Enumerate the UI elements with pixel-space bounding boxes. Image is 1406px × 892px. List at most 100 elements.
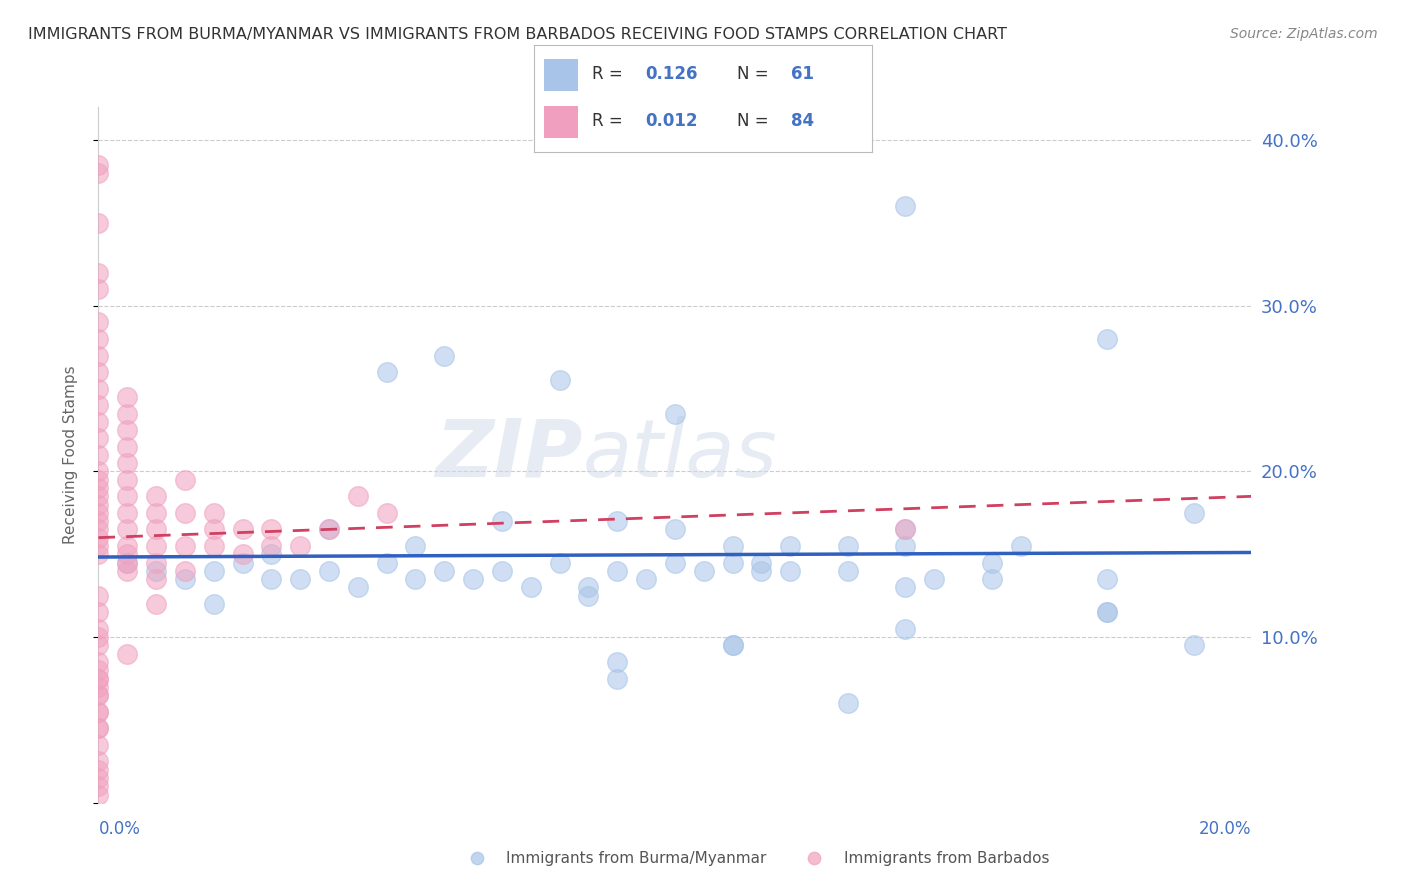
Point bbox=[117, 556, 139, 570]
Point bbox=[520, 581, 543, 595]
Point bbox=[721, 556, 744, 570]
Point bbox=[779, 539, 801, 553]
Point bbox=[548, 556, 571, 570]
Point bbox=[465, 851, 488, 865]
Point bbox=[290, 572, 312, 586]
Point bbox=[87, 688, 110, 702]
Point bbox=[87, 738, 110, 752]
Point bbox=[87, 721, 110, 735]
Point bbox=[87, 688, 110, 702]
Point bbox=[87, 473, 110, 487]
Point bbox=[87, 489, 110, 503]
Point bbox=[87, 605, 110, 619]
Point bbox=[87, 655, 110, 669]
Point bbox=[894, 581, 917, 595]
Point bbox=[145, 489, 167, 503]
Point bbox=[894, 523, 917, 537]
Point bbox=[145, 523, 167, 537]
Text: IMMIGRANTS FROM BURMA/MYANMAR VS IMMIGRANTS FROM BARBADOS RECEIVING FOOD STAMPS : IMMIGRANTS FROM BURMA/MYANMAR VS IMMIGRA… bbox=[28, 27, 1007, 42]
Point bbox=[87, 523, 110, 537]
Point bbox=[87, 365, 110, 379]
Point bbox=[87, 332, 110, 346]
Point bbox=[636, 572, 658, 586]
Point bbox=[894, 523, 917, 537]
Point bbox=[721, 539, 744, 553]
Point bbox=[751, 564, 773, 578]
Point bbox=[461, 572, 484, 586]
Point bbox=[837, 564, 859, 578]
Point bbox=[117, 489, 139, 503]
Point bbox=[117, 456, 139, 470]
Text: R =: R = bbox=[592, 64, 627, 82]
Text: R =: R = bbox=[592, 112, 627, 129]
Point bbox=[117, 407, 139, 421]
Point bbox=[174, 473, 197, 487]
Point bbox=[87, 315, 110, 329]
Point bbox=[145, 539, 167, 553]
Text: 61: 61 bbox=[790, 64, 814, 82]
Point bbox=[1097, 605, 1119, 619]
Point bbox=[87, 622, 110, 636]
Point bbox=[87, 415, 110, 429]
Point bbox=[174, 506, 197, 520]
Point bbox=[1182, 639, 1205, 653]
Point bbox=[405, 539, 427, 553]
Text: 84: 84 bbox=[790, 112, 814, 129]
Point bbox=[375, 365, 398, 379]
Point bbox=[87, 589, 110, 603]
Point bbox=[260, 547, 283, 561]
Point bbox=[202, 506, 225, 520]
Point bbox=[117, 423, 139, 437]
Point bbox=[145, 556, 167, 570]
Point bbox=[664, 523, 686, 537]
Point bbox=[693, 564, 716, 578]
Point bbox=[202, 564, 225, 578]
Point bbox=[405, 572, 427, 586]
Point bbox=[375, 506, 398, 520]
Point bbox=[87, 506, 110, 520]
Point bbox=[779, 564, 801, 578]
Text: Source: ZipAtlas.com: Source: ZipAtlas.com bbox=[1230, 27, 1378, 41]
Point bbox=[202, 539, 225, 553]
Point bbox=[117, 390, 139, 404]
Point bbox=[87, 639, 110, 653]
Point bbox=[87, 788, 110, 802]
Point bbox=[87, 349, 110, 363]
Point bbox=[87, 663, 110, 677]
Point bbox=[117, 547, 139, 561]
Text: 0.012: 0.012 bbox=[645, 112, 699, 129]
Point bbox=[231, 547, 254, 561]
Point bbox=[87, 465, 110, 479]
Point bbox=[751, 556, 773, 570]
Point bbox=[87, 630, 110, 644]
Point bbox=[578, 589, 600, 603]
Point bbox=[174, 572, 197, 586]
Point bbox=[837, 539, 859, 553]
Point bbox=[433, 349, 456, 363]
Point bbox=[87, 680, 110, 694]
Point bbox=[491, 564, 513, 578]
Point bbox=[145, 597, 167, 611]
Text: 0.126: 0.126 bbox=[645, 64, 699, 82]
Point bbox=[87, 755, 110, 769]
Point bbox=[87, 531, 110, 545]
Y-axis label: Receiving Food Stamps: Receiving Food Stamps bbox=[63, 366, 77, 544]
Point bbox=[318, 523, 340, 537]
Point bbox=[87, 216, 110, 230]
Point bbox=[260, 523, 283, 537]
Point bbox=[803, 851, 825, 865]
Point bbox=[117, 556, 139, 570]
Point bbox=[87, 514, 110, 528]
Point bbox=[174, 564, 197, 578]
Point bbox=[117, 473, 139, 487]
Point bbox=[606, 514, 628, 528]
Point bbox=[87, 771, 110, 785]
Text: 0.0%: 0.0% bbox=[98, 821, 141, 838]
Point bbox=[87, 672, 110, 686]
Point bbox=[260, 539, 283, 553]
Point bbox=[664, 556, 686, 570]
Point bbox=[117, 440, 139, 454]
Point bbox=[1097, 572, 1119, 586]
Point bbox=[981, 556, 1004, 570]
Point bbox=[922, 572, 945, 586]
